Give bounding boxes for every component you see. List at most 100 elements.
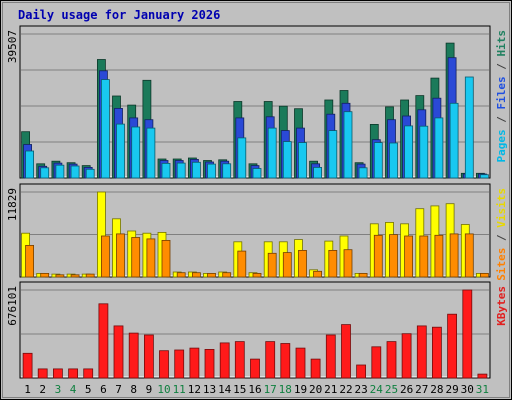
- bar-pages-day-11: [176, 162, 186, 179]
- bar-sites-day-31: [479, 272, 489, 278]
- bar-pages-day-10: [161, 162, 171, 179]
- bar-pages-day-8: [131, 126, 141, 179]
- bar-sites-day-25: [389, 234, 398, 278]
- x-tick-label: 19: [294, 383, 307, 396]
- bar-pages-day-4: [70, 165, 80, 179]
- bar-kbytes-day-18: [280, 343, 291, 379]
- x-tick-label: 13: [203, 383, 216, 396]
- bar-kbytes-day-28: [431, 326, 442, 379]
- x-tick-label: 10: [157, 383, 170, 396]
- bar-sites-day-23: [358, 272, 368, 278]
- bar-kbytes-day-29: [447, 313, 458, 379]
- bar-pages-day-6: [101, 79, 110, 179]
- x-tick-label: 27: [415, 383, 428, 396]
- bar-sites-day-20: [313, 270, 323, 278]
- x-tick-label: 28: [430, 383, 443, 396]
- legend-entry: /: [495, 57, 508, 77]
- x-tick-label: 29: [445, 383, 458, 396]
- bar-pages-day-26: [404, 125, 414, 179]
- x-tick-label: 22: [339, 383, 352, 396]
- x-tick-label: 17: [264, 383, 277, 396]
- bar-sites-day-6: [101, 235, 110, 278]
- panel-visits-legend: Sites / Visits: [495, 188, 508, 281]
- bar-kbytes-day-22: [341, 324, 351, 379]
- x-tick-label: 4: [70, 383, 77, 396]
- legend-entry: /: [495, 228, 508, 248]
- x-tick-label: 5: [85, 383, 92, 396]
- series-pages: [25, 76, 489, 179]
- bar-sites-day-16: [252, 272, 262, 278]
- bar-sites-day-4: [70, 274, 80, 278]
- bar-kbytes-day-11: [174, 349, 185, 379]
- chart-panels: 39507 Pages / Files / Hits 11829 Sites / Vi…: [6, 25, 508, 379]
- series-sites: [25, 233, 489, 278]
- bar-sites-day-19: [298, 249, 307, 278]
- bar-kbytes-day-3: [53, 368, 63, 379]
- bar-pages-day-31: [479, 174, 489, 179]
- x-tick-label: 3: [55, 383, 62, 396]
- x-tick-label: 9: [146, 383, 153, 396]
- bar-sites-day-21: [328, 249, 338, 278]
- bar-kbytes-day-16: [250, 358, 260, 379]
- bar-kbytes-day-7: [113, 325, 124, 379]
- bar-pages-day-25: [389, 142, 398, 179]
- panel-hits: 39507 Pages / Files / Hits: [6, 25, 508, 179]
- x-tick-label: 16: [248, 383, 261, 396]
- x-tick-label: 14: [218, 383, 232, 396]
- bar-pages-day-13: [207, 163, 216, 179]
- bar-pages-day-28: [434, 117, 444, 179]
- series-kbytes: [22, 289, 488, 379]
- bar-pages-day-27: [419, 125, 429, 179]
- bar-kbytes-day-31: [477, 373, 488, 379]
- bar-sites-day-26: [404, 235, 414, 278]
- bar-kbytes-day-10: [159, 350, 169, 379]
- bar-sites-day-27: [419, 235, 429, 278]
- legend-entry: Pages: [495, 129, 508, 162]
- bar-sites-day-13: [207, 272, 216, 278]
- bar-pages-day-20: [313, 166, 323, 179]
- panel-kbytes: 676101 KBytes: [6, 281, 508, 379]
- bar-pages-day-30: [464, 76, 474, 179]
- bar-sites-day-3: [55, 274, 65, 278]
- bar-pages-day-12: [191, 161, 201, 179]
- bar-pages-day-23: [358, 167, 368, 179]
- bar-sites-day-18: [282, 252, 292, 278]
- bar-pages-day-24: [373, 142, 383, 179]
- x-tick-label: 26: [400, 383, 413, 396]
- x-tick-label: 8: [130, 383, 137, 396]
- x-tick-label: 11: [173, 383, 186, 396]
- bar-sites-day-7: [116, 233, 125, 278]
- bar-kbytes-day-5: [83, 368, 94, 379]
- x-axis-labels: 1 2 3 4 5 6 7 8 9 10 11 12 13 14 15 16 17 18 19 20 21 22 23 24 2…: [24, 383, 489, 396]
- legend-entry: Visits: [495, 188, 508, 228]
- bar-kbytes-day-6: [98, 303, 109, 379]
- bar-kbytes-day-19: [295, 347, 306, 379]
- bar-pages-day-16: [252, 168, 262, 179]
- legend-entry: Hits: [495, 30, 508, 57]
- bar-sites-day-17: [267, 252, 277, 278]
- bar-sites-day-1: [25, 244, 35, 278]
- bar-pages-day-9: [146, 127, 156, 179]
- bar-kbytes-day-23: [356, 364, 367, 379]
- bar-kbytes-day-20: [310, 358, 321, 379]
- bar-sites-day-2: [40, 272, 50, 278]
- bar-kbytes-day-15: [234, 341, 245, 379]
- bar-sites-day-30: [464, 233, 474, 278]
- bar-sites-day-10: [161, 239, 171, 278]
- x-tick-label: 24: [370, 383, 384, 396]
- bar-pages-day-7: [116, 123, 125, 179]
- bar-kbytes-day-21: [325, 334, 336, 379]
- x-tick-label: 2: [39, 383, 46, 396]
- bar-sites-day-29: [449, 233, 459, 278]
- bar-pages-day-3: [55, 164, 65, 179]
- bar-sites-day-9: [146, 238, 156, 278]
- bar-pages-day-14: [222, 163, 232, 179]
- bar-kbytes-day-26: [401, 333, 412, 379]
- bar-kbytes-day-25: [386, 341, 397, 379]
- bar-sites-day-11: [176, 272, 186, 278]
- bar-kbytes-day-2: [37, 368, 48, 379]
- x-tick-label: 6: [100, 383, 107, 396]
- legend-entry: /: [495, 110, 508, 130]
